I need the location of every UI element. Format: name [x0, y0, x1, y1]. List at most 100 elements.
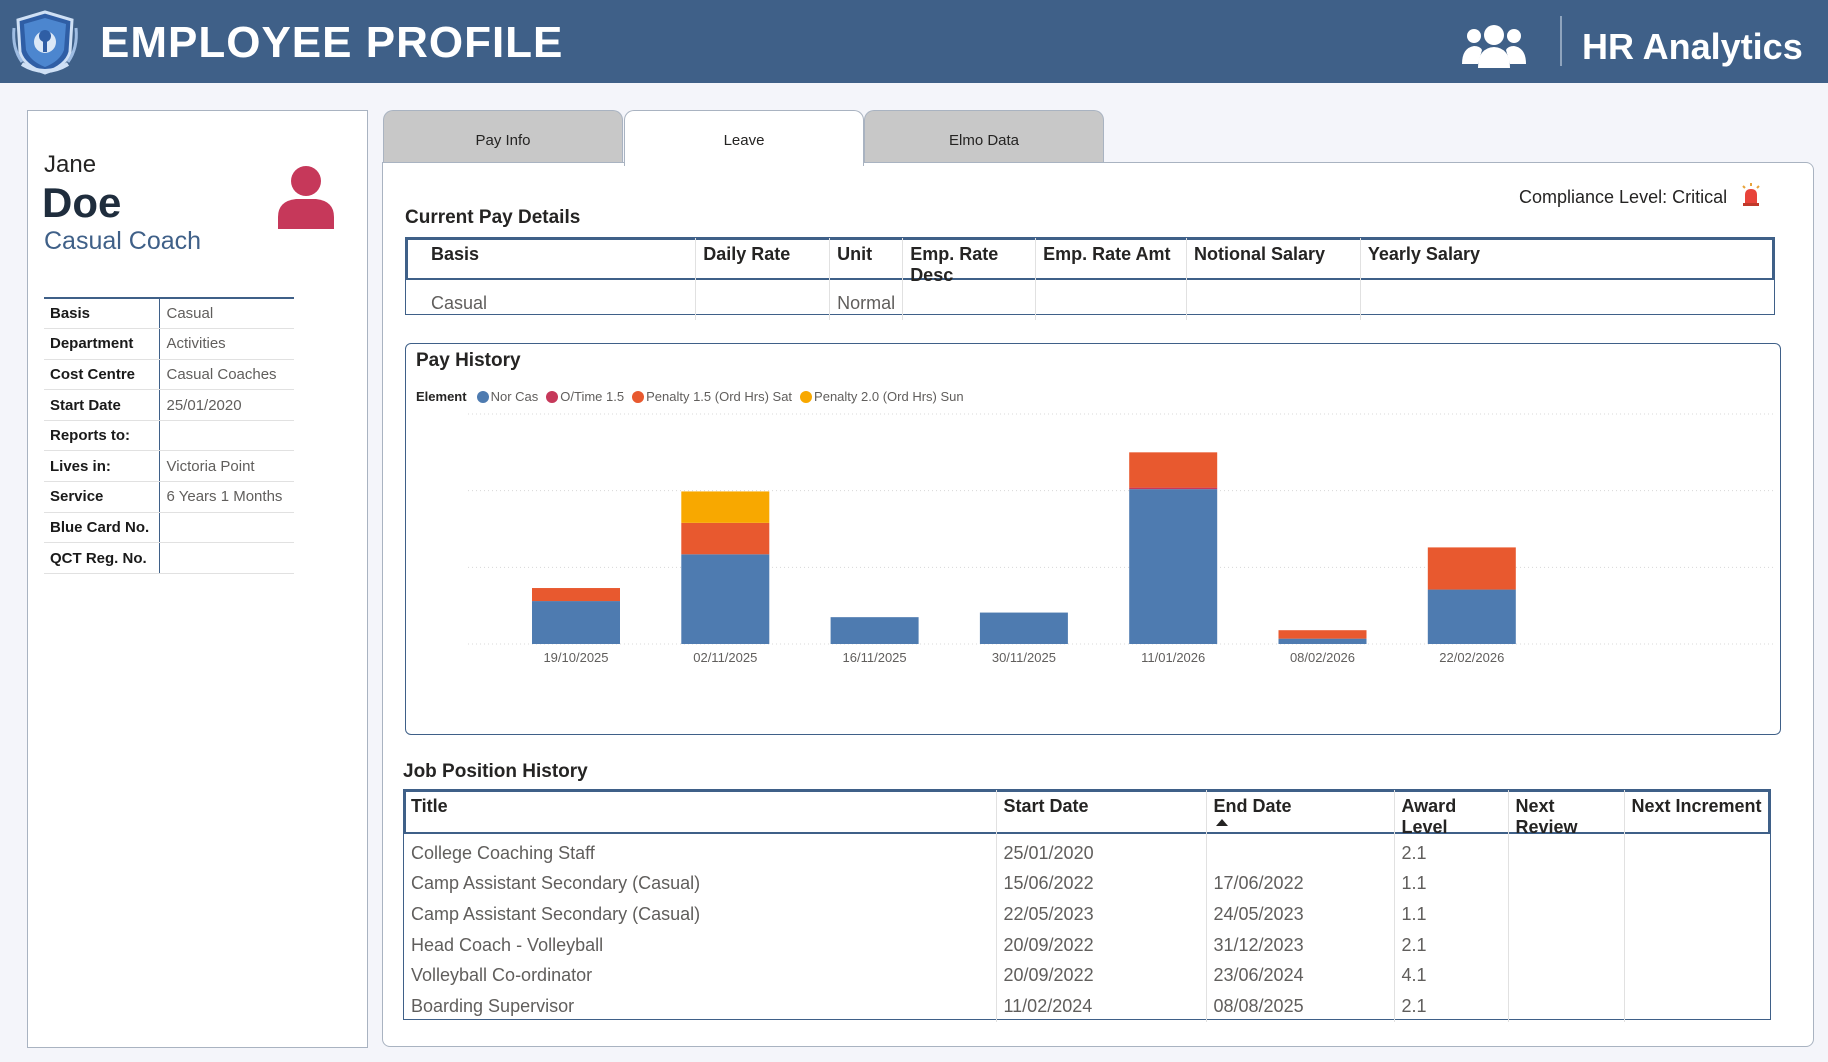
job-history-table: Title Start Date End Date Award Level Next R… [403, 789, 1771, 1022]
person-avatar-icon [278, 166, 334, 229]
pay-column-header[interactable]: Basis [406, 238, 697, 286]
last-name: Doe [42, 179, 122, 226]
table-row[interactable]: Casual Normal [406, 286, 1774, 320]
pay-cell [1360, 286, 1774, 320]
job-column-header[interactable]: Start Date [996, 790, 1207, 838]
job-cell: 2.1 [1394, 929, 1509, 961]
job-cell: Volleyball Co-ordinator [404, 960, 997, 991]
job-cell: College Coaching Staff [404, 838, 997, 869]
pay-cell [1035, 286, 1187, 320]
table-row[interactable]: Volleyball Co-ordinator 20/09/2022 23/06/2… [404, 960, 1770, 991]
pay-cell [1186, 286, 1361, 320]
job-cell [1508, 899, 1625, 930]
profile-field-value: 25/01/2020 [159, 389, 294, 421]
job-column-header[interactable]: Next Increment [1624, 790, 1770, 838]
table-row[interactable]: Boarding Supervisor 11/02/2024 08/08/2025 2… [404, 990, 1770, 1022]
pay-column-header[interactable]: Emp. Rate Desc [902, 238, 1037, 286]
job-column-header[interactable]: Award Level [1394, 790, 1509, 838]
x-tick-label: 11/01/2026 [1141, 650, 1205, 665]
x-tick-label: 08/02/2026 [1290, 650, 1355, 665]
legend-label: Penalty 2.0 (Ord Hrs) Sun [814, 389, 964, 404]
pay-column-header[interactable]: Daily Rate [695, 238, 831, 286]
sort-ascending-icon[interactable] [1215, 819, 1228, 826]
tab-pay-info[interactable]: Pay Info [383, 110, 623, 165]
profile-card: Jane Doe Casual Coach Basis Casual Departm… [27, 110, 368, 1048]
job-cell [1508, 960, 1625, 991]
legend-item[interactable]: Penalty 1.5 (Ord Hrs) Sat [632, 389, 792, 404]
job-cell: Boarding Supervisor [404, 990, 997, 1022]
profile-field-label: Basis [44, 298, 160, 330]
pay-column-header[interactable]: Unit [829, 238, 904, 286]
job-cell: 1.1 [1394, 868, 1509, 900]
college-crest-logo [12, 10, 78, 75]
pay-column-header[interactable]: Notional Salary [1186, 238, 1361, 286]
profile-field-row: Service 6 Years 1 Months [44, 481, 294, 513]
bar-segment[interactable] [1129, 452, 1218, 488]
bar-segment[interactable] [830, 617, 919, 644]
pay-cell: Casual [406, 286, 697, 320]
current-pay-title: Current Pay Details [405, 207, 581, 228]
profile-field-value: Casual Coaches [159, 359, 294, 391]
pay-column-header[interactable]: Emp. Rate Amt [1035, 238, 1187, 286]
x-tick-label: 02/11/2025 [693, 650, 757, 665]
bar-segment[interactable] [532, 601, 620, 644]
bar-segment[interactable] [1427, 589, 1516, 644]
job-cell: 31/12/2023 [1206, 929, 1395, 961]
page-title: EMPLOYEE PROFILE [100, 18, 564, 67]
job-cell: 2.1 [1394, 990, 1509, 1022]
job-cell: 23/06/2024 [1206, 960, 1395, 991]
compliance-level: Compliance Level: Critical [1519, 187, 1728, 207]
profile-field-label: Blue Card No. [44, 512, 160, 544]
legend-label: Penalty 1.5 (Ord Hrs) Sat [646, 389, 793, 404]
legend-item[interactable]: Penalty 2.0 (Ord Hrs) Sun [800, 389, 964, 404]
bar-segment[interactable] [1427, 547, 1516, 590]
legend-swatch [800, 390, 813, 403]
table-row[interactable]: College Coaching Staff 25/01/2020 2.1 [404, 838, 1770, 869]
legend-item[interactable]: Nor Cas [476, 389, 539, 404]
table-row[interactable]: Camp Assistant Secondary (Casual) 15/06/2… [404, 868, 1770, 900]
legend-label: Nor Cas [490, 389, 539, 404]
legend-swatch [476, 390, 489, 403]
job-column-header[interactable]: Title [404, 790, 997, 838]
x-tick-label: 19/10/2025 [543, 650, 608, 665]
tab-elmo-data[interactable]: Elmo Data [864, 110, 1104, 165]
bar-segment[interactable] [1278, 630, 1367, 639]
job-cell: 11/02/2024 [996, 990, 1207, 1022]
table-row[interactable]: Head Coach - Volleyball 20/09/2022 31/12/2… [404, 929, 1770, 961]
bar-segment[interactable] [681, 554, 770, 644]
pay-cell [902, 286, 1037, 320]
bar-segment[interactable] [681, 522, 770, 555]
bar-segment[interactable] [681, 491, 770, 523]
table-row[interactable]: Camp Assistant Secondary (Casual) 22/05/2… [404, 899, 1770, 930]
job-cell: 2.1 [1394, 838, 1509, 869]
profile-field-value: 6 Years 1 Months [159, 481, 294, 513]
x-tick-label: 30/11/2025 [992, 650, 1056, 665]
job-cell: Head Coach - Volleyball [404, 929, 997, 961]
profile-field-row: Lives in: Victoria Point [44, 450, 294, 483]
job-column-header[interactable]: End Date [1206, 790, 1395, 838]
bar-segment[interactable] [979, 612, 1068, 644]
alarm-icon [1742, 183, 1760, 206]
pay-column-header[interactable]: Yearly Salary [1367, 244, 1480, 264]
legend-item[interactable]: O/Time 1.5 [546, 389, 624, 404]
bar-segment[interactable] [1129, 489, 1218, 644]
job-column-label: Next Review [1515, 796, 1578, 837]
profile-field-label: Reports to: [44, 420, 160, 452]
legend-label: O/Time 1.5 [560, 389, 625, 404]
bar-segment[interactable] [1129, 487, 1218, 490]
profile-field-row: Blue Card No. [44, 512, 294, 544]
job-cell: 08/08/2025 [1206, 990, 1395, 1022]
job-cell: 15/06/2022 [996, 868, 1207, 900]
bar-segment[interactable] [532, 588, 620, 602]
tab-leave[interactable]: Leave [624, 110, 864, 166]
job-cell: Camp Assistant Secondary (Casual) [404, 868, 997, 900]
job-cell [1624, 991, 1770, 1022]
job-cell: 25/01/2020 [996, 838, 1207, 869]
job-cell: 1.1 [1394, 899, 1509, 930]
job-column-header[interactable]: Next Review [1508, 790, 1625, 838]
bar-segment[interactable] [1278, 638, 1367, 644]
current-pay-table: Basis Daily Rate Unit Emp. Rate Desc Emp. Ra… [405, 237, 1775, 320]
main-panel: Compliance Level: Critical Current Pay D… [382, 162, 1814, 1047]
job-cell: 17/06/2022 [1206, 868, 1395, 900]
job-cell [1508, 838, 1625, 869]
